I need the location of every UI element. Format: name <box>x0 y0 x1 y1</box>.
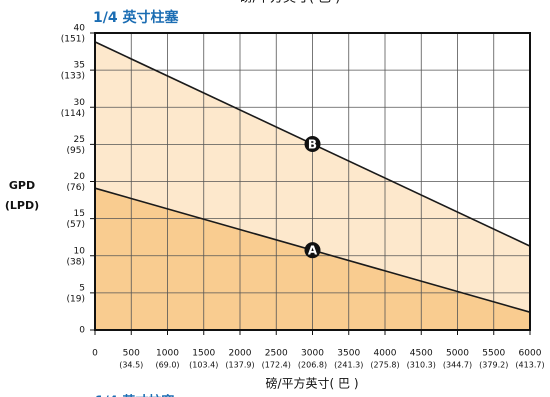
x-tick-sublabel: (137.9) <box>225 361 254 370</box>
y-tick-label: 5 <box>79 283 85 293</box>
x-axis-label: 磅/平方英寸( 巴 ) <box>265 376 358 391</box>
x-tick-sublabel: (413.7) <box>515 361 544 370</box>
x-tick-label: 3500 <box>337 349 360 359</box>
y-tick-sublabel: (19) <box>67 294 85 304</box>
x-tick-label: 500 <box>123 349 140 359</box>
y-axis-label: GPD <box>9 179 35 192</box>
y-tick-label: 40 <box>74 24 86 34</box>
y-tick-label: 0 <box>79 326 85 336</box>
y-tick-sublabel: (114) <box>61 109 85 119</box>
x-tick-sublabel: (344.7) <box>443 361 472 370</box>
y-tick-label: 20 <box>74 172 86 182</box>
x-tick-label: 5000 <box>446 349 469 359</box>
x-tick-sublabel: (206.8) <box>298 361 327 370</box>
x-tick-label: 1000 <box>156 349 179 359</box>
marker <box>304 242 321 259</box>
y-tick-sublabel: (95) <box>67 146 85 156</box>
x-tick-sublabel: (69.0) <box>155 361 179 370</box>
x-tick-sublabel: (34.5) <box>119 361 143 370</box>
y-axis-label: (LPD) <box>5 199 39 212</box>
x-tick-sublabel: (172.4) <box>262 361 291 370</box>
x-tick-label: 5500 <box>482 349 505 359</box>
y-tick-sublabel: (151) <box>61 35 85 45</box>
cropped-title: 1/4 英寸柱塞 <box>95 394 175 397</box>
y-tick-label: 35 <box>74 61 85 71</box>
cropped-axis-label: 磅/平方英寸( 巴 ) <box>240 0 341 6</box>
y-tick-label: 30 <box>74 98 86 108</box>
y-tick-sublabel: (133) <box>61 72 85 82</box>
y-tick-label: 25 <box>74 135 85 145</box>
marker <box>304 136 321 153</box>
x-tick-label: 4500 <box>410 349 433 359</box>
x-tick-sublabel: (275.8) <box>370 361 399 370</box>
x-tick-label: 3000 <box>301 349 324 359</box>
x-tick-sublabel: (310.3) <box>407 361 436 370</box>
x-tick-sublabel: (379.2) <box>479 361 508 370</box>
x-tick-sublabel: (241.3) <box>334 361 363 370</box>
x-tick-label: 0 <box>92 349 98 359</box>
x-tick-sublabel: (103.4) <box>189 361 218 370</box>
y-tick-sublabel: (38) <box>67 257 85 267</box>
x-tick-label: 6000 <box>519 349 542 359</box>
y-tick-sublabel: (57) <box>67 220 85 230</box>
chart-title: 1/4 英寸柱塞 <box>93 9 179 26</box>
y-tick-label: 15 <box>74 209 85 219</box>
x-tick-label: 1500 <box>192 349 215 359</box>
y-tick-sublabel: (76) <box>67 183 85 193</box>
x-tick-label: 2500 <box>265 349 288 359</box>
marker-label: A <box>308 244 318 258</box>
marker-label: B <box>308 138 317 152</box>
x-tick-label: 4000 <box>374 349 397 359</box>
y-tick-label: 10 <box>74 246 86 256</box>
x-tick-label: 2000 <box>229 349 252 359</box>
